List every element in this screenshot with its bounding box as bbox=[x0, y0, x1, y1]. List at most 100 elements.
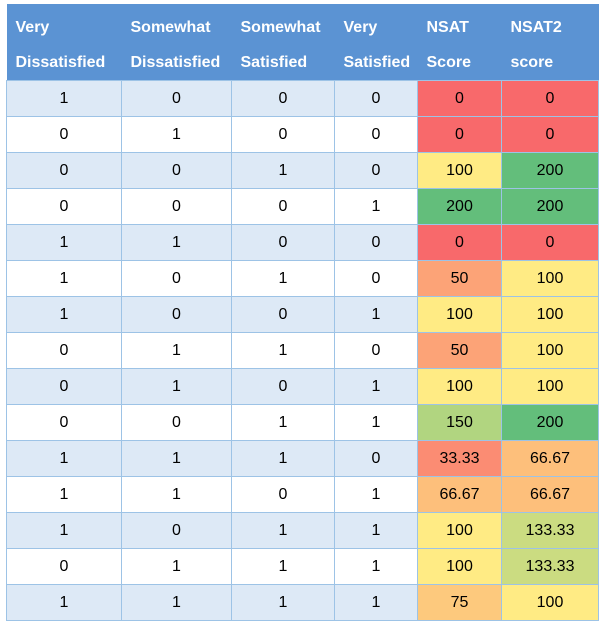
table-row: 1 0 1 1 100 133.33 bbox=[6, 512, 599, 549]
very-satisfied-cell: 0 bbox=[334, 440, 418, 477]
very-satisfied-cell: 1 bbox=[334, 368, 418, 405]
nsat-score-cell: 200 bbox=[417, 188, 502, 225]
nsat2-score-cell: 0 bbox=[501, 116, 599, 153]
nsat2-score-cell: 100 bbox=[501, 332, 599, 369]
nsat2-score-cell: 0 bbox=[501, 80, 599, 117]
very-dissatisfied-cell: 0 bbox=[6, 188, 122, 225]
nsat-score-cell: 66.67 bbox=[417, 476, 502, 513]
somewhat-dissatisfied-cell: 1 bbox=[121, 368, 232, 405]
very-satisfied-cell: 0 bbox=[334, 80, 418, 117]
nsat2-score-cell: 66.67 bbox=[501, 476, 599, 513]
somewhat-satisfied-cell: 1 bbox=[231, 404, 335, 441]
very-satisfied-cell: 0 bbox=[334, 332, 418, 369]
nsat-score-cell: 100 bbox=[417, 296, 502, 333]
nsat-score-cell: 0 bbox=[417, 116, 502, 153]
very-satisfied-cell: 1 bbox=[334, 404, 418, 441]
very-dissatisfied-cell: 1 bbox=[6, 512, 122, 549]
very-satisfied-cell: 1 bbox=[334, 296, 418, 333]
very-dissatisfied-cell: 1 bbox=[6, 260, 122, 297]
somewhat-satisfied-cell: 0 bbox=[231, 476, 335, 513]
header-somewhat-satisfied: Somewhat Satisfied bbox=[231, 4, 335, 81]
nsat-score-cell: 100 bbox=[417, 368, 502, 405]
nsat-score-cell: 33.33 bbox=[417, 440, 502, 477]
somewhat-satisfied-cell: 1 bbox=[231, 332, 335, 369]
header-very-dissatisfied: Very Dissatisfied bbox=[6, 4, 122, 81]
very-dissatisfied-cell: 0 bbox=[6, 152, 122, 189]
very-dissatisfied-cell: 0 bbox=[6, 404, 122, 441]
table-row: 1 1 1 1 75 100 bbox=[6, 584, 599, 621]
very-satisfied-cell: 0 bbox=[334, 152, 418, 189]
somewhat-satisfied-cell: 1 bbox=[231, 512, 335, 549]
somewhat-dissatisfied-cell: 1 bbox=[121, 584, 232, 621]
somewhat-dissatisfied-cell: 0 bbox=[121, 152, 232, 189]
very-dissatisfied-cell: 0 bbox=[6, 548, 122, 585]
nsat-score-cell: 150 bbox=[417, 404, 502, 441]
very-dissatisfied-cell: 1 bbox=[6, 296, 122, 333]
nsat-score-cell: 100 bbox=[417, 152, 502, 189]
very-satisfied-cell: 0 bbox=[334, 260, 418, 297]
nsat-table: Very Dissatisfied Somewhat Dissatisfied … bbox=[6, 4, 599, 621]
very-dissatisfied-cell: 1 bbox=[6, 584, 122, 621]
header-nsat-score: NSAT Score bbox=[417, 4, 502, 81]
somewhat-satisfied-cell: 1 bbox=[231, 260, 335, 297]
very-satisfied-cell: 0 bbox=[334, 116, 418, 153]
header-somewhat-dissatisfied: Somewhat Dissatisfied bbox=[121, 4, 232, 81]
nsat2-score-cell: 200 bbox=[501, 188, 599, 225]
header-row: Very Dissatisfied Somewhat Dissatisfied … bbox=[6, 4, 599, 81]
table-body: 1 0 0 0 0 0 0 1 0 0 0 0 0 0 1 0 100 200 0 0 0 1 200 200 1 1 0 0 0 0 1 0… bbox=[6, 80, 599, 621]
table-row: 0 0 1 1 150 200 bbox=[6, 404, 599, 441]
somewhat-dissatisfied-cell: 1 bbox=[121, 440, 232, 477]
nsat-score-cell: 50 bbox=[417, 332, 502, 369]
table-row: 1 0 0 1 100 100 bbox=[6, 296, 599, 333]
somewhat-satisfied-cell: 1 bbox=[231, 548, 335, 585]
nsat-score-cell: 0 bbox=[417, 80, 502, 117]
nsat-score-cell: 100 bbox=[417, 512, 502, 549]
somewhat-dissatisfied-cell: 0 bbox=[121, 512, 232, 549]
table-row: 1 1 1 0 33.33 66.67 bbox=[6, 440, 599, 477]
somewhat-satisfied-cell: 0 bbox=[231, 296, 335, 333]
very-satisfied-cell: 1 bbox=[334, 188, 418, 225]
somewhat-satisfied-cell: 1 bbox=[231, 584, 335, 621]
very-satisfied-cell: 0 bbox=[334, 224, 418, 261]
somewhat-dissatisfied-cell: 1 bbox=[121, 224, 232, 261]
very-dissatisfied-cell: 1 bbox=[6, 440, 122, 477]
somewhat-dissatisfied-cell: 1 bbox=[121, 476, 232, 513]
very-satisfied-cell: 1 bbox=[334, 512, 418, 549]
nsat-score-cell: 100 bbox=[417, 548, 502, 585]
very-dissatisfied-cell: 0 bbox=[6, 116, 122, 153]
table-row: 1 1 0 1 66.67 66.67 bbox=[6, 476, 599, 513]
nsat2-score-cell: 0 bbox=[501, 224, 599, 261]
nsat-score-cell: 0 bbox=[417, 224, 502, 261]
somewhat-satisfied-cell: 0 bbox=[231, 224, 335, 261]
table-row: 1 0 1 0 50 100 bbox=[6, 260, 599, 297]
nsat2-score-cell: 100 bbox=[501, 584, 599, 621]
somewhat-dissatisfied-cell: 1 bbox=[121, 548, 232, 585]
very-dissatisfied-cell: 0 bbox=[6, 332, 122, 369]
table-row: 0 0 0 1 200 200 bbox=[6, 188, 599, 225]
very-satisfied-cell: 1 bbox=[334, 584, 418, 621]
nsat2-score-cell: 133.33 bbox=[501, 512, 599, 549]
somewhat-dissatisfied-cell: 0 bbox=[121, 188, 232, 225]
table-row: 0 1 0 1 100 100 bbox=[6, 368, 599, 405]
nsat2-score-cell: 200 bbox=[501, 152, 599, 189]
somewhat-dissatisfied-cell: 1 bbox=[121, 332, 232, 369]
somewhat-dissatisfied-cell: 1 bbox=[121, 116, 232, 153]
nsat2-score-cell: 100 bbox=[501, 368, 599, 405]
somewhat-satisfied-cell: 0 bbox=[231, 116, 335, 153]
nsat2-score-cell: 100 bbox=[501, 260, 599, 297]
table-row: 0 0 1 0 100 200 bbox=[6, 152, 599, 189]
nsat-score-cell: 50 bbox=[417, 260, 502, 297]
somewhat-dissatisfied-cell: 0 bbox=[121, 260, 232, 297]
somewhat-satisfied-cell: 0 bbox=[231, 368, 335, 405]
nsat2-score-cell: 66.67 bbox=[501, 440, 599, 477]
nsat2-score-cell: 133.33 bbox=[501, 548, 599, 585]
nsat2-score-cell: 100 bbox=[501, 296, 599, 333]
somewhat-dissatisfied-cell: 0 bbox=[121, 296, 232, 333]
very-satisfied-cell: 1 bbox=[334, 548, 418, 585]
very-dissatisfied-cell: 1 bbox=[6, 224, 122, 261]
very-dissatisfied-cell: 1 bbox=[6, 476, 122, 513]
very-dissatisfied-cell: 0 bbox=[6, 368, 122, 405]
nsat-score-cell: 75 bbox=[417, 584, 502, 621]
